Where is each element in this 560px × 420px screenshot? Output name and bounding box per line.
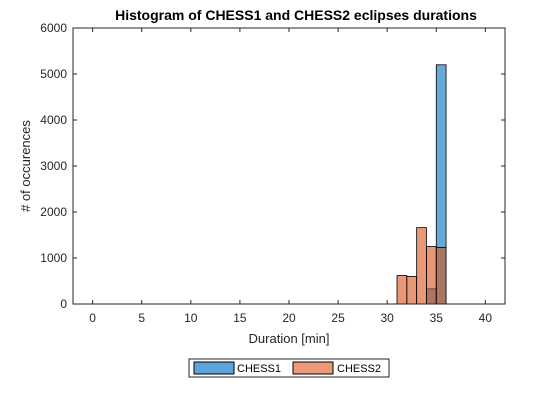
x-tick-label: 20 [282,311,296,325]
legend-box [188,358,390,378]
y-axis-ticks: 0 1000 2000 3000 4000 5000 6000 [40,21,505,311]
legend-swatch-chess2 [292,361,334,375]
x-axis-ticks: 0 5 10 15 20 25 30 35 40 [89,28,492,325]
y-axis-label: # of occurences [18,120,33,212]
x-tick-label: 5 [138,311,145,325]
bar-chess2-35 [435,247,447,305]
y-tick-label: 5000 [40,67,67,81]
bar-chess2-34 [426,246,437,305]
bars-layer [396,64,447,305]
y-tick-label: 3000 [40,159,67,173]
y-tick-label: 1000 [40,251,67,265]
legend: CHESS1 CHESS2 [188,358,390,378]
x-tick-label: 10 [184,311,198,325]
x-tick-label: 30 [381,311,395,325]
x-axis-label: Duration [min] [249,331,330,346]
y-tick-label: 2000 [40,205,67,219]
x-tick-label: 15 [233,311,247,325]
x-tick-label: 0 [89,311,96,325]
bar-chess2-33 [416,227,427,305]
legend-label-chess2: CHESS2 [337,363,381,375]
legend-swatch-chess1 [193,361,235,375]
legend-label-chess1: CHESS1 [237,363,281,375]
y-tick-label: 4000 [40,113,67,127]
y-tick-label: 6000 [40,21,67,35]
x-tick-label: 35 [430,311,444,325]
y-tick-label: 0 [60,297,67,311]
bar-chess2-31 [396,275,408,305]
x-tick-label: 40 [479,311,493,325]
bar-chess2-32 [406,275,418,305]
x-tick-label: 25 [331,311,345,325]
chart-title: Histogram of CHESS1 and CHESS2 eclipses … [115,7,477,23]
